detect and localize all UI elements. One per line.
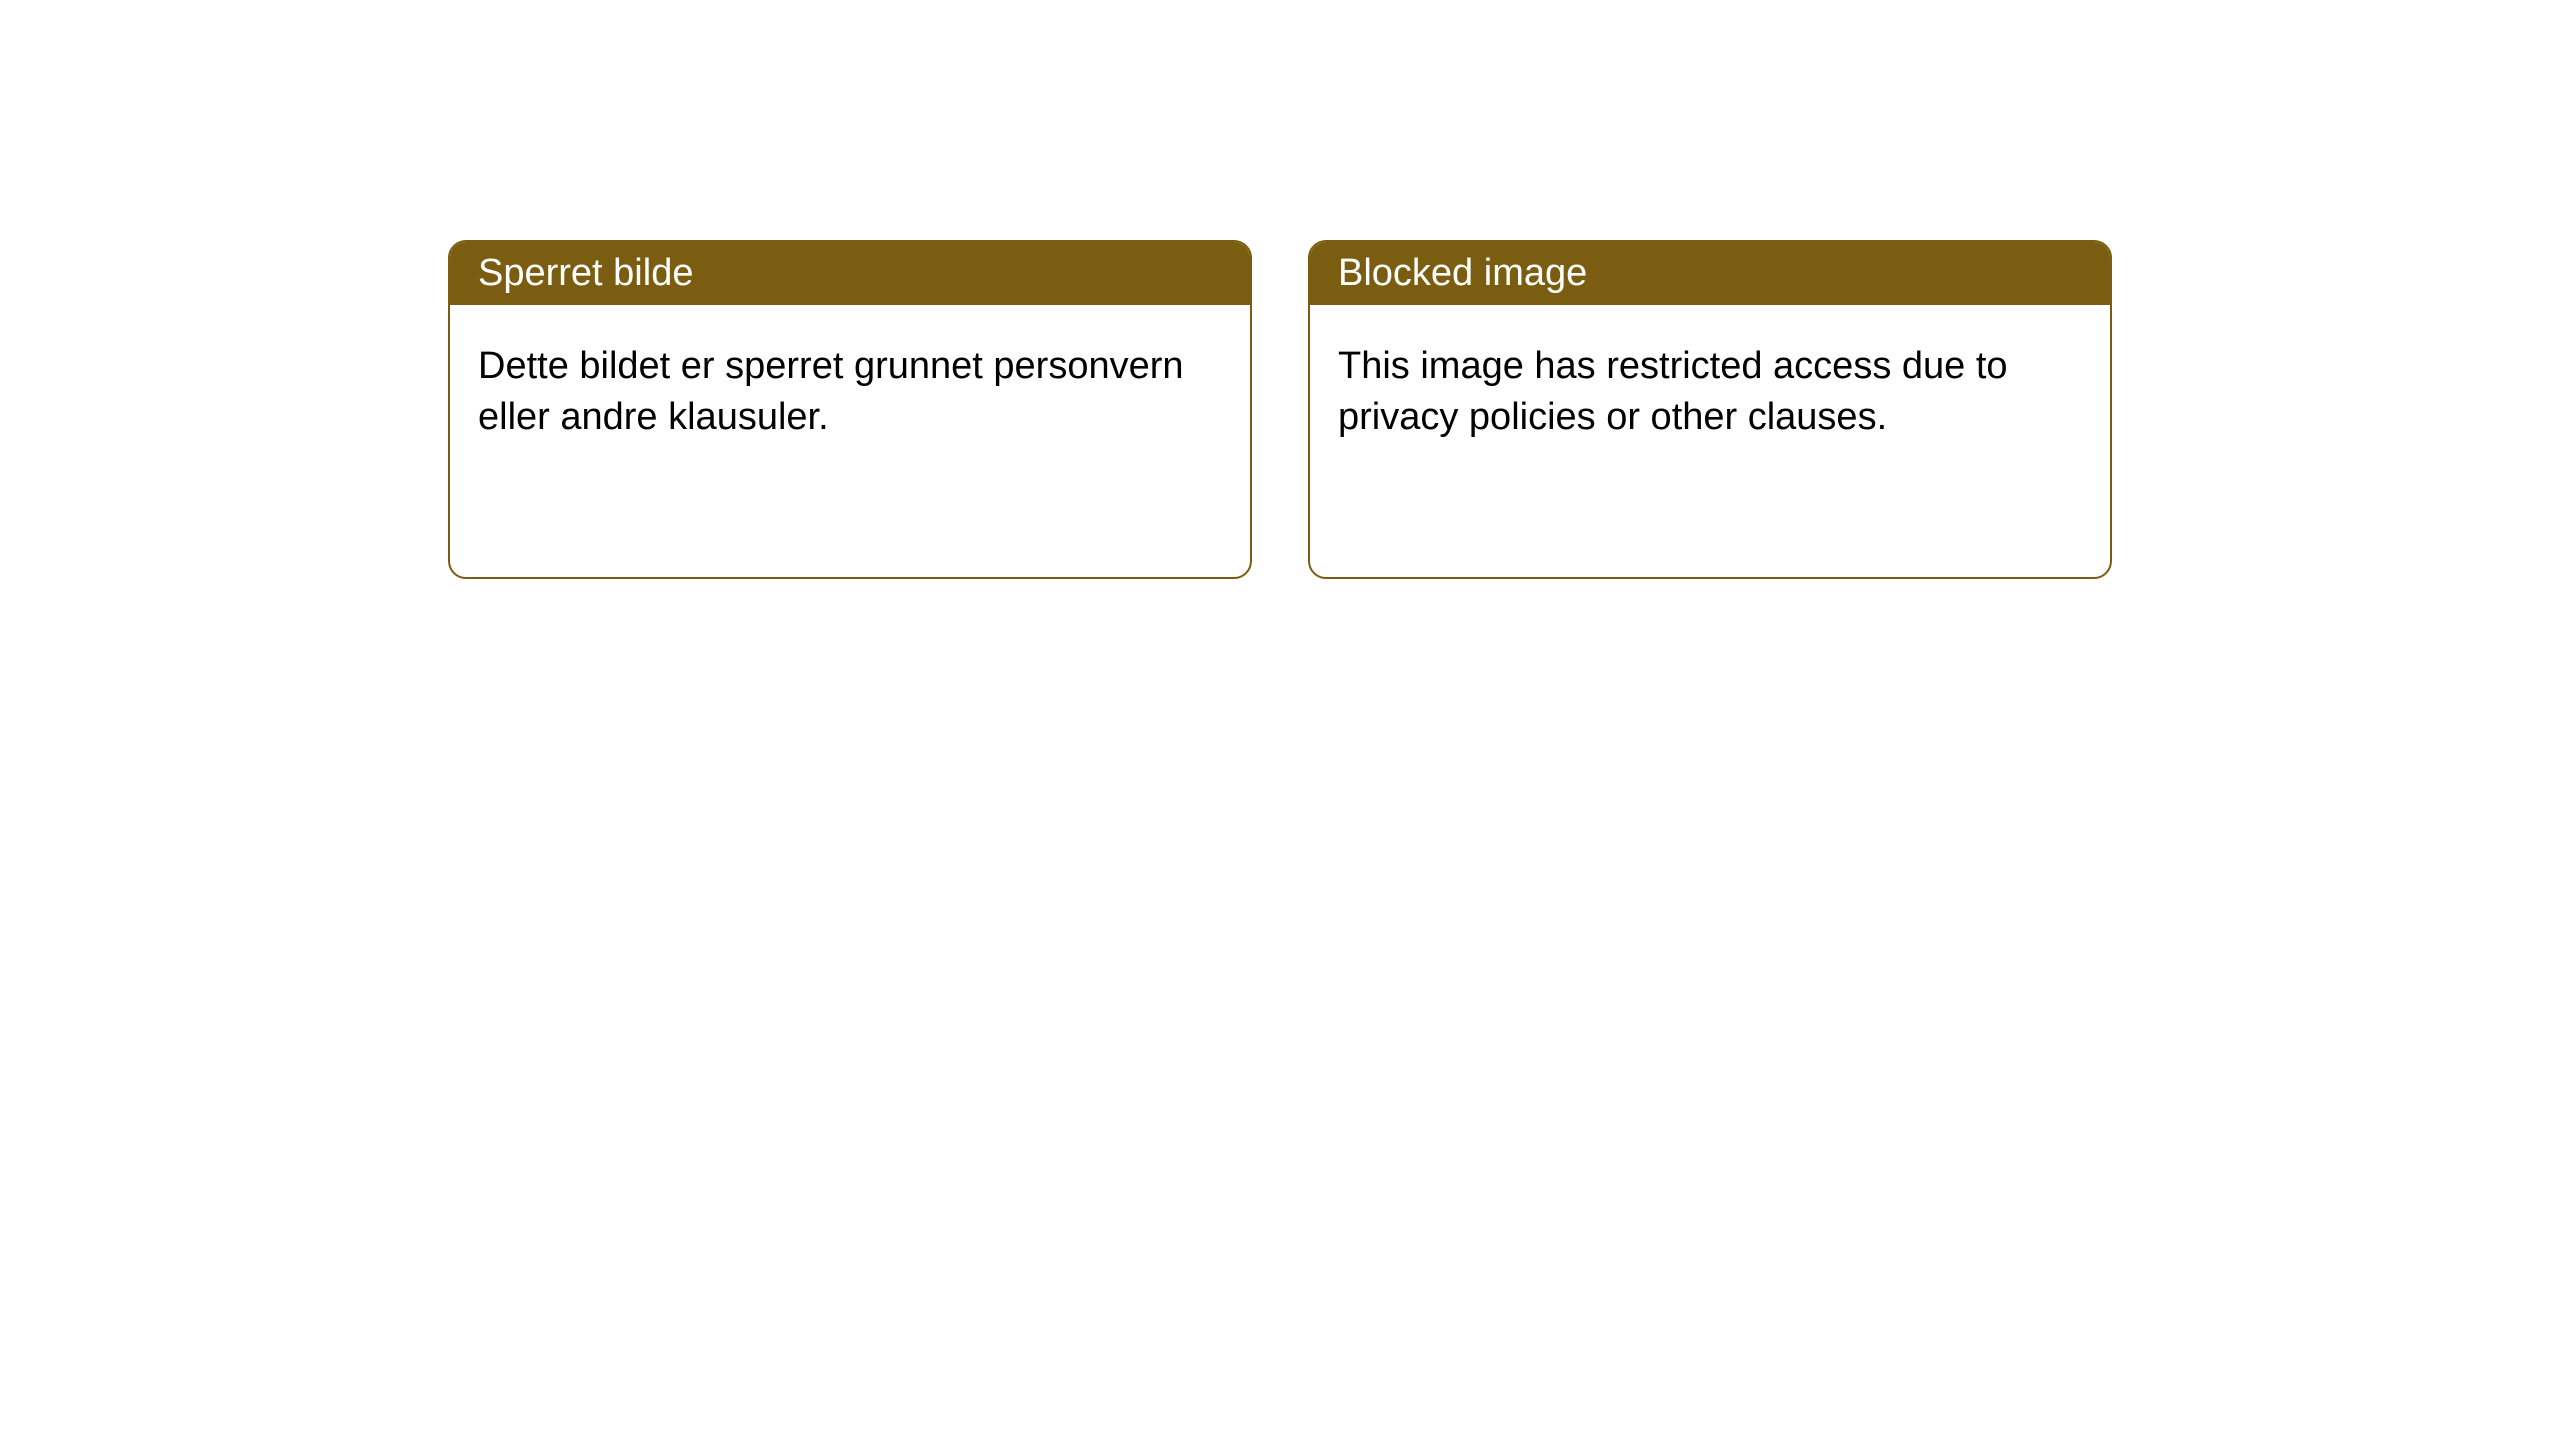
card-title: Blocked image — [1338, 252, 1587, 294]
card-body-text: Dette bildet er sperret grunnet personve… — [478, 345, 1184, 438]
card-norwegian: Sperret bilde Dette bildet er sperret gr… — [448, 240, 1252, 579]
card-body-norwegian: Dette bildet er sperret grunnet personve… — [450, 305, 1250, 577]
card-header-norwegian: Sperret bilde — [450, 242, 1250, 305]
cards-row: Sperret bilde Dette bildet er sperret gr… — [0, 0, 2560, 579]
card-body-text: This image has restricted access due to … — [1338, 345, 2008, 438]
card-english: Blocked image This image has restricted … — [1308, 240, 2112, 579]
card-body-english: This image has restricted access due to … — [1310, 305, 2110, 577]
card-header-english: Blocked image — [1310, 242, 2110, 305]
card-title: Sperret bilde — [478, 252, 693, 294]
